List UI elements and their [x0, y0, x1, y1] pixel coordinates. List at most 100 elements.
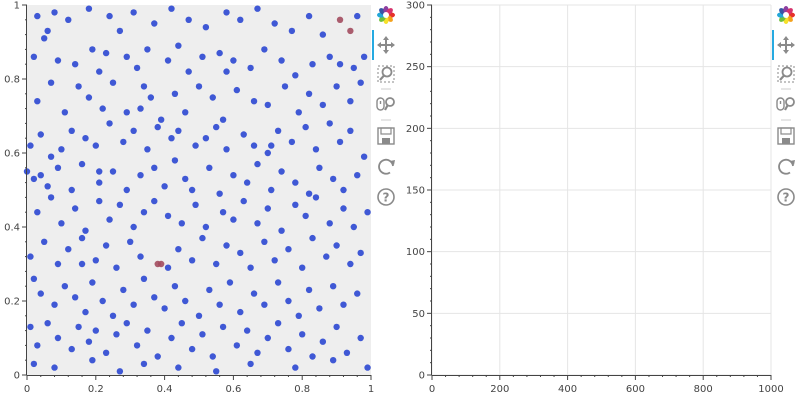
box-zoom-icon[interactable] — [377, 65, 395, 83]
left-data-point — [89, 357, 96, 364]
left-data-point — [340, 301, 347, 308]
left-data-point — [202, 135, 210, 142]
left-data-point — [58, 146, 65, 153]
left-data-point — [30, 360, 38, 368]
left-data-point — [292, 72, 299, 79]
left-data-point — [123, 53, 130, 60]
left-data-point — [305, 286, 313, 294]
left-data-point — [140, 209, 148, 216]
left-data-point — [354, 12, 361, 20]
wheel-zoom-icon[interactable] — [776, 97, 795, 111]
left-data-point — [54, 57, 62, 64]
left-data-point — [354, 290, 361, 297]
left-data-point — [99, 105, 106, 112]
left-data-point — [47, 153, 55, 160]
left-data-point — [92, 257, 100, 264]
left-data-point — [209, 94, 216, 101]
pan-icon[interactable] — [377, 36, 395, 54]
right-x-tick-label: 0 — [429, 384, 435, 395]
save-icon[interactable] — [777, 127, 795, 145]
left-data-point — [51, 364, 58, 371]
left-data-point — [78, 234, 86, 242]
scatter-plot-left[interactable]: 0 0.2 0.4 0.6 0.8 1 0 0.2 0.4 0.6 0.8 1 — [4, 1, 374, 396]
left-data-point — [47, 79, 55, 86]
left-data-point — [102, 242, 110, 249]
bokeh-logo-icon[interactable] — [377, 6, 395, 24]
left-data-point — [89, 46, 96, 53]
left-data-point — [340, 205, 347, 212]
help-icon[interactable]: ? — [777, 188, 795, 206]
save-icon[interactable] — [377, 127, 395, 145]
left-data-point — [102, 49, 110, 57]
bokeh-logo-icon[interactable] — [777, 6, 795, 24]
right-x-tick-label: 1000 — [758, 384, 783, 395]
left-data-point — [340, 186, 347, 194]
left-data-point — [151, 20, 158, 27]
left-data-point — [164, 264, 172, 271]
left-data-point — [168, 5, 175, 12]
left-data-point — [333, 242, 340, 249]
help-icon[interactable]: ? — [377, 188, 395, 206]
left-data-point — [350, 223, 357, 231]
left-data-point — [199, 53, 206, 60]
left-data-point — [326, 220, 333, 227]
left-data-point — [254, 5, 261, 12]
left-data-point — [285, 246, 292, 253]
left-data-point — [250, 142, 258, 149]
reset-icon[interactable] — [378, 158, 395, 175]
left-data-point — [30, 175, 38, 183]
left-y-tick-label: 0.2 — [4, 297, 20, 308]
right-x-tick-label: 600 — [626, 384, 645, 395]
left-data-point — [309, 60, 316, 68]
left-data-point — [130, 301, 137, 308]
left-data-point — [250, 290, 258, 297]
left-data-point — [154, 123, 161, 131]
left-data-point — [199, 331, 206, 338]
left-data-point — [109, 312, 117, 319]
left-data-point — [319, 338, 327, 345]
left-data-point — [61, 283, 69, 290]
pan-icon[interactable] — [777, 36, 795, 54]
left-data-point — [223, 146, 230, 153]
wheel-zoom-icon[interactable] — [376, 97, 395, 111]
left-data-point — [89, 279, 96, 286]
left-data-point — [27, 253, 34, 260]
left-data-point — [147, 94, 155, 101]
left-data-point — [51, 301, 58, 308]
left-data-point — [92, 327, 100, 334]
box-zoom-icon[interactable] — [777, 65, 795, 83]
left-data-point — [343, 349, 351, 356]
left-data-point — [175, 127, 182, 134]
left-data-point — [144, 146, 151, 153]
left-data-point — [299, 264, 306, 271]
left-data-point — [65, 246, 72, 253]
left-data-point — [164, 212, 172, 220]
left-data-point — [247, 360, 254, 368]
left-x-tick-label: 0.6 — [225, 384, 241, 395]
empty-plot-right[interactable]: 0 200 400 600 800 1000 0 50 100 150 200 250 300 — [406, 1, 784, 396]
left-data-point — [292, 201, 299, 208]
left-data-point — [109, 79, 117, 86]
left-data-point — [85, 94, 93, 101]
left-data-point — [92, 142, 100, 149]
right-y-tick-label: 300 — [406, 1, 425, 12]
left-data-point — [240, 197, 247, 205]
left-data-point — [37, 290, 44, 297]
left-data-point — [237, 308, 244, 316]
left-plot-area[interactable] — [27, 5, 371, 375]
left-data-point — [30, 53, 38, 60]
left-data-point — [34, 12, 41, 20]
left-data-point — [281, 83, 289, 90]
left-data-point — [278, 57, 285, 64]
left-data-point — [319, 31, 327, 38]
left-data-point — [123, 109, 130, 116]
left-data-point — [123, 186, 130, 194]
svg-text:?: ? — [783, 191, 790, 205]
left-data-point — [316, 305, 323, 312]
left-data-point — [264, 101, 271, 109]
toolbar-right: ? — [772, 6, 795, 206]
right-y-tick-label: 250 — [406, 62, 425, 73]
left-data-point — [312, 194, 320, 201]
left-data-point — [34, 209, 41, 216]
reset-icon[interactable] — [778, 158, 795, 175]
